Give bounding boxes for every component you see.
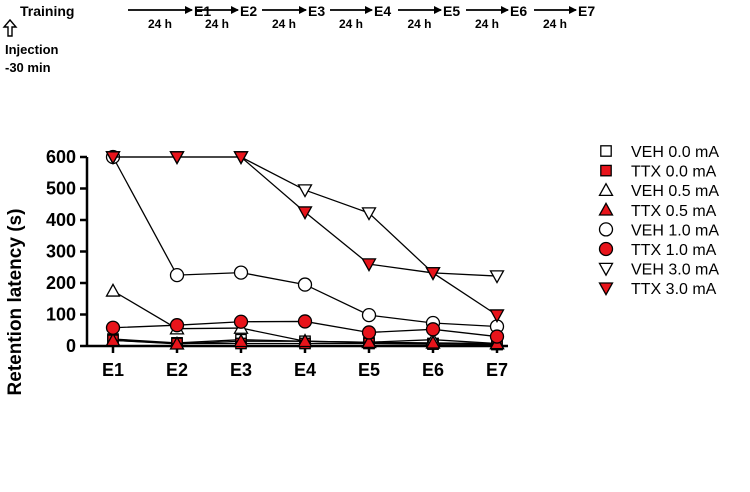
interval-label: 24 h xyxy=(407,17,431,31)
data-point xyxy=(489,329,505,344)
legend-marker xyxy=(598,201,614,216)
legend-label: VEH 3.0 mA xyxy=(631,262,719,279)
series-ttx-1-0-ma xyxy=(105,314,505,344)
y-tick-label: 200 xyxy=(46,273,76,293)
event-label: E3 xyxy=(308,3,325,19)
data-point xyxy=(361,325,377,340)
legend-item: VEH 0.0 mA xyxy=(600,144,719,161)
interval-label: 24 h xyxy=(543,17,567,31)
legend-item: VEH 3.0 mA xyxy=(598,262,719,279)
data-point xyxy=(233,314,249,329)
event-label: E7 xyxy=(578,3,595,19)
data-point xyxy=(105,332,121,347)
y-tick-label: 300 xyxy=(46,242,76,262)
data-point xyxy=(297,206,313,220)
interval-label: 24 h xyxy=(148,17,172,31)
y-tick-label: 500 xyxy=(46,179,76,199)
data-point xyxy=(425,335,441,349)
data-point xyxy=(233,333,249,348)
data-point xyxy=(233,151,249,165)
legend-label: TTX 1.0 mA xyxy=(631,242,717,259)
interval-label: 24 h xyxy=(272,17,296,31)
legend-label: VEH 0.5 mA xyxy=(631,183,719,200)
series-line xyxy=(112,156,498,328)
data-point xyxy=(489,309,505,323)
legend-item: TTX 0.5 mA xyxy=(598,201,717,220)
legend-item: VEH 0.5 mA xyxy=(598,182,719,200)
data-point xyxy=(361,258,377,272)
event-label: E6 xyxy=(510,3,527,19)
data-point xyxy=(361,207,377,221)
data-point xyxy=(297,314,313,329)
legend: VEH 0.0 mA TTX 0.0 mA VEH 0.5 mA TTX 0.5 mA… xyxy=(598,144,719,298)
event-label: E1 xyxy=(194,3,211,19)
event-label: E4 xyxy=(374,3,391,19)
event-label: E2 xyxy=(240,3,257,19)
legend-label: TTX 0.0 mA xyxy=(631,164,717,181)
data-point xyxy=(169,267,185,283)
data-point xyxy=(169,151,185,165)
legend-label: VEH 0.0 mA xyxy=(631,144,719,161)
chart-series xyxy=(105,149,505,351)
legend-item: TTX 0.0 mA xyxy=(600,164,717,181)
legend-marker xyxy=(600,145,612,157)
legend-marker xyxy=(598,262,614,277)
y-tick-label: 100 xyxy=(46,305,76,325)
injection-label: Injection xyxy=(5,42,59,57)
interval-label: 24 h xyxy=(339,17,363,31)
legend-item: TTX 1.0 mA xyxy=(598,241,717,259)
y-axis-title: Retention latency (s) xyxy=(5,209,26,396)
injection-time: -30 min xyxy=(5,60,51,75)
y-tick-label: 400 xyxy=(46,210,76,230)
data-point xyxy=(297,184,313,198)
legend-label: VEH 1.0 mA xyxy=(631,222,719,239)
x-tick-label: E3 xyxy=(230,360,252,380)
data-point xyxy=(105,283,121,297)
x-tick-label: E7 xyxy=(486,360,508,380)
training-label: Training xyxy=(20,3,74,19)
series-ttx-0-5-ma xyxy=(105,332,505,350)
legend-marker xyxy=(598,182,614,197)
series-veh-1-0-ma xyxy=(105,149,505,334)
legend-item: VEH 1.0 mA xyxy=(598,222,719,239)
event-label: E5 xyxy=(443,3,460,19)
data-point xyxy=(425,322,441,337)
x-tick-label: E4 xyxy=(294,360,316,380)
data-point xyxy=(361,307,377,323)
legend-marker xyxy=(598,222,614,237)
data-point xyxy=(169,335,185,350)
legend-marker xyxy=(598,241,614,257)
legend-label: TTX 0.5 mA xyxy=(631,203,717,220)
interval-label: 24 h xyxy=(475,17,499,31)
series-ttx-3-0-ma xyxy=(105,151,505,323)
x-tick-label: E5 xyxy=(358,360,380,380)
x-tick-label: E6 xyxy=(422,360,444,380)
injection-arrow-icon xyxy=(2,18,18,37)
data-point xyxy=(489,270,505,284)
x-tick-label: E2 xyxy=(166,360,188,380)
data-point xyxy=(105,320,121,335)
data-point xyxy=(233,265,249,280)
data-point xyxy=(297,333,313,348)
chart-axes: 0 100 200 300 400 500 600 E1 E2 E3 E4 E5 E6 E7 xyxy=(46,147,508,380)
data-point xyxy=(297,277,313,292)
data-point xyxy=(425,267,441,281)
interval-label: 24 h xyxy=(205,17,229,31)
y-tick-label: 600 xyxy=(46,147,76,167)
x-tick-label: E1 xyxy=(102,360,124,380)
data-point xyxy=(169,318,185,333)
legend-item: TTX 3.0 mA xyxy=(598,281,717,298)
legend-label: TTX 3.0 mA xyxy=(631,281,717,298)
legend-marker xyxy=(600,164,612,177)
y-tick-label: 0 xyxy=(66,336,76,356)
legend-marker xyxy=(598,282,614,297)
data-point xyxy=(361,334,377,349)
data-point xyxy=(105,151,121,165)
